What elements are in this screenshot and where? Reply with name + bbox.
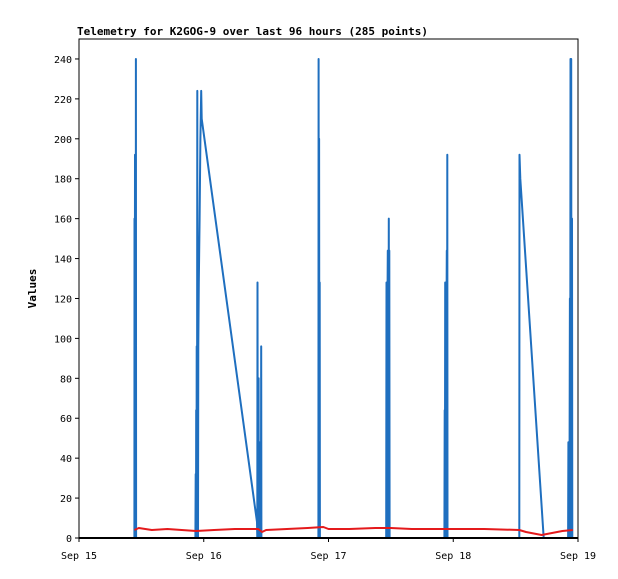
- y-tick-label: 180: [54, 175, 72, 186]
- y-tick-label: 120: [54, 294, 72, 305]
- y-tick-label: 40: [60, 454, 72, 465]
- y-tick-label: 20: [60, 494, 72, 505]
- y-tick-label: 0: [66, 534, 72, 545]
- y-tick-label: 200: [54, 135, 72, 146]
- plot-area: [78, 38, 579, 539]
- y-tick-label: 60: [60, 414, 72, 425]
- y-tick-label: 140: [54, 255, 72, 266]
- x-tick-label: Sep 15: [61, 551, 97, 562]
- chart-title: Telemetry for K2GOG-9 over last 96 hours…: [77, 25, 428, 38]
- y-tick-label: 220: [54, 95, 72, 106]
- y-tick-label: 160: [54, 215, 72, 226]
- x-tick-label: Sep 16: [186, 551, 222, 562]
- x-tick-label: Sep 17: [310, 551, 346, 562]
- x-tick-label: Sep 19: [560, 551, 596, 562]
- y-tick-label: 240: [54, 55, 72, 66]
- y-tick-label: 100: [54, 334, 72, 345]
- series-line-1: [133, 58, 574, 539]
- series-lines: [79, 58, 578, 539]
- y-axis-label: Values: [26, 269, 39, 309]
- series-line-2: [133, 526, 573, 536]
- x-tick-label: Sep 18: [435, 551, 471, 562]
- y-tick-label: 80: [60, 374, 72, 385]
